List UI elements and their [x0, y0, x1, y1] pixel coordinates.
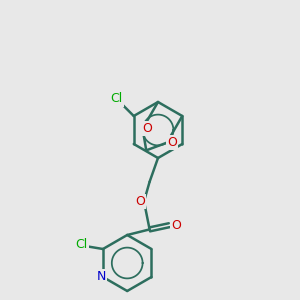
Text: O: O: [167, 136, 177, 149]
Text: O: O: [135, 195, 145, 208]
Text: N: N: [96, 271, 106, 284]
Text: Cl: Cl: [75, 238, 87, 251]
Text: Cl: Cl: [111, 92, 123, 106]
Text: O: O: [171, 219, 181, 232]
Text: O: O: [143, 122, 152, 135]
